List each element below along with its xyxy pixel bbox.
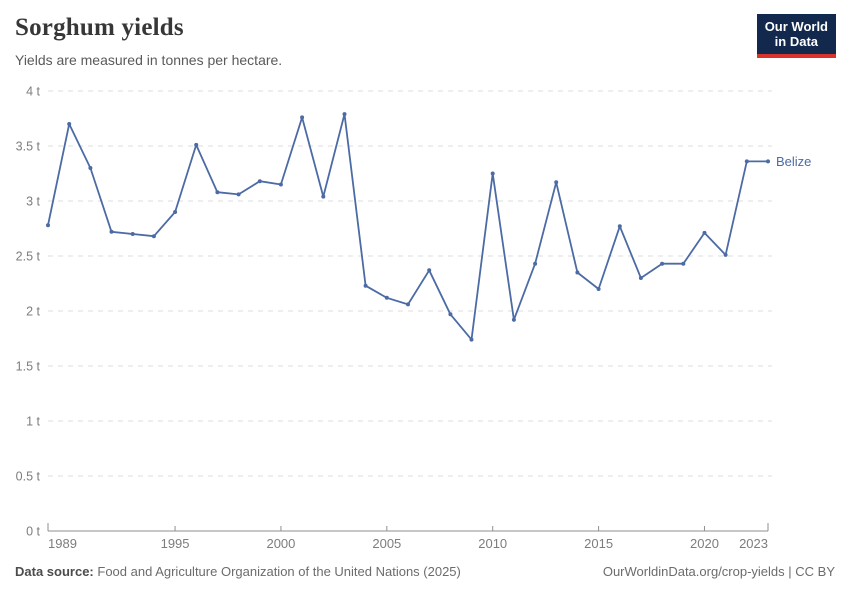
data-point	[511, 317, 516, 322]
y-axis-tick-label: 2.5 t	[16, 250, 41, 264]
chart-subtitle: Yields are measured in tonnes per hectar…	[15, 52, 283, 68]
data-point	[236, 192, 241, 197]
owid-logo-line2: in Data	[774, 34, 819, 50]
data-point	[681, 261, 686, 266]
data-point	[723, 252, 728, 257]
y-axis-tick-label: 0.5 t	[16, 470, 41, 484]
x-axis-tick-label: 2005	[372, 536, 401, 551]
data-point	[321, 194, 326, 199]
x-axis-tick-label: 2000	[266, 536, 295, 551]
data-point	[427, 268, 432, 273]
data-source-label: Data source:	[15, 564, 94, 579]
data-point	[596, 287, 601, 291]
data-point	[46, 223, 50, 228]
x-axis-tick-label: 1995	[161, 536, 190, 551]
data-point	[533, 261, 538, 266]
data-point	[215, 190, 220, 195]
data-point	[363, 283, 368, 288]
x-axis-tick-label: 2015	[584, 536, 613, 551]
data-point	[448, 312, 453, 317]
data-point	[173, 210, 178, 214]
y-axis-tick-label: 2 t	[26, 305, 40, 319]
data-point	[490, 171, 495, 176]
x-axis-tick-label: 2023	[739, 536, 768, 551]
owid-logo-line1: Our World	[764, 19, 828, 34]
series-label[interactable]: Belize	[776, 154, 811, 169]
y-axis-tick-label: 4 t	[26, 85, 40, 99]
y-axis-tick-label: 0 t	[26, 525, 40, 539]
data-point	[278, 182, 283, 187]
data-point	[575, 270, 580, 275]
owid-logo[interactable]: Our World in Data	[756, 14, 836, 58]
x-axis-tick-label: 2010	[478, 536, 507, 551]
chart-footer: Data source: Food and Agriculture Organi…	[15, 564, 835, 579]
data-point	[469, 337, 474, 342]
data-point	[67, 122, 72, 126]
attribution-link[interactable]: OurWorldinData.org/crop-yields | CC BY	[602, 564, 835, 579]
data-point	[151, 234, 156, 239]
data-point	[384, 295, 389, 300]
x-axis-tick-label: 1989	[48, 536, 77, 551]
data-point	[554, 180, 559, 185]
data-point	[130, 232, 135, 236]
page-title: Sorghum yields	[15, 14, 184, 41]
data-point	[617, 224, 622, 229]
data-point	[88, 166, 93, 170]
x-axis-tick-label: 2020	[690, 536, 719, 551]
y-axis-tick-label: 3.5 t	[16, 140, 41, 154]
data-point	[766, 159, 770, 164]
data-source: Data source: Food and Agriculture Organi…	[15, 564, 461, 579]
data-point	[342, 112, 347, 117]
data-point	[660, 261, 665, 266]
data-point	[702, 230, 707, 235]
data-point	[194, 142, 199, 147]
y-axis-tick-label: 3 t	[26, 195, 40, 209]
data-point	[257, 179, 262, 184]
y-axis-tick-label: 1 t	[26, 415, 40, 429]
y-axis-tick-label: 1.5 t	[16, 360, 41, 374]
data-source-text: Food and Agriculture Organization of the…	[97, 564, 461, 579]
data-point	[744, 159, 749, 164]
data-point	[300, 115, 305, 120]
data-point	[109, 229, 114, 234]
data-point	[638, 276, 643, 280]
data-point	[406, 302, 410, 307]
